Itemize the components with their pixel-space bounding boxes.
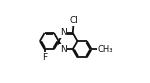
Text: F: F (42, 53, 47, 62)
Text: CH₃: CH₃ (98, 45, 113, 54)
Text: N: N (60, 45, 67, 54)
Text: N: N (60, 28, 67, 37)
Text: Cl: Cl (69, 16, 78, 25)
